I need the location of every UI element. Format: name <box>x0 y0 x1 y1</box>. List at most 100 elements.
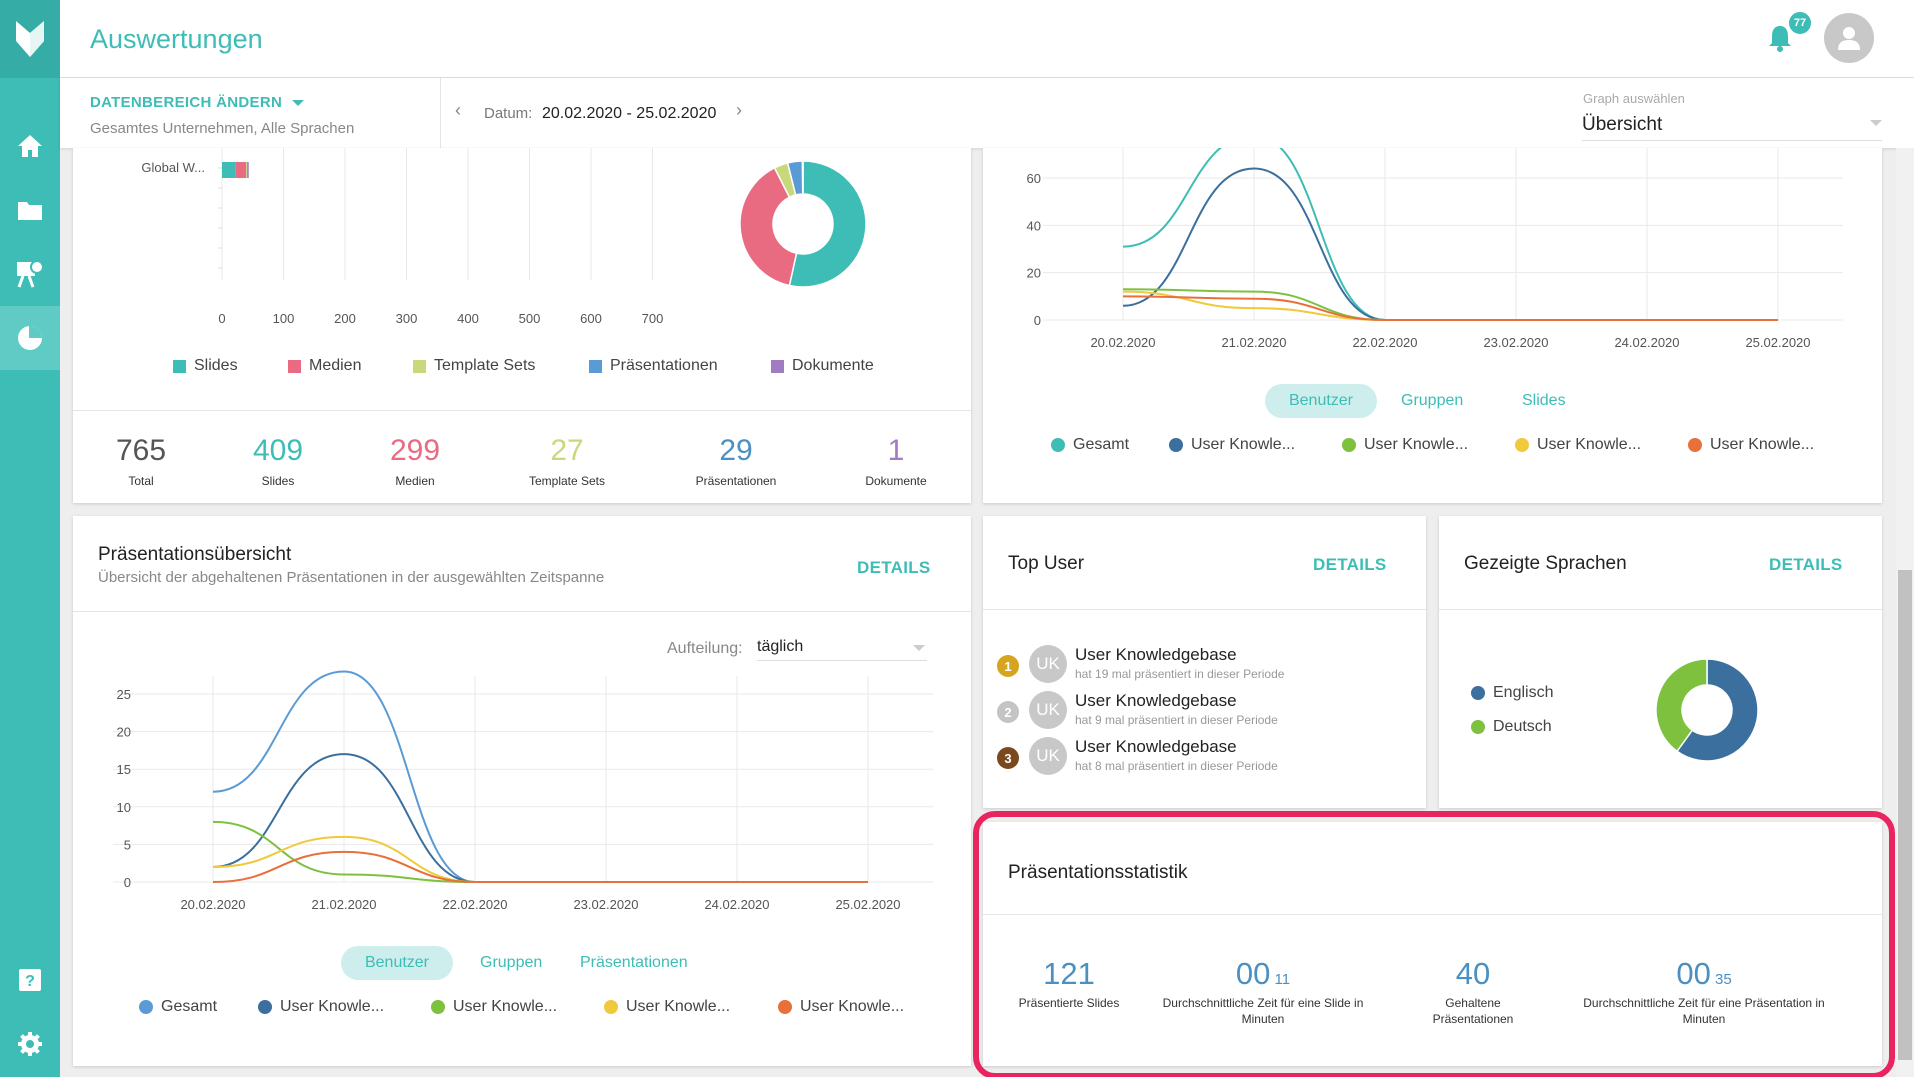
chevron-right-icon[interactable]: › <box>736 100 742 120</box>
details-link[interactable]: DETAILS <box>1313 555 1387 574</box>
legend-item[interactable]: User Knowle... <box>1342 436 1468 454</box>
stat-value-small-text: 11 <box>1274 971 1291 988</box>
legend-label: User Knowle... <box>1191 436 1296 453</box>
tab-benutzer[interactable]: Benutzer <box>1265 384 1377 418</box>
details-link[interactable]: DETAILS <box>857 558 931 577</box>
help-icon[interactable]: ? <box>0 948 60 1012</box>
analytics-pie-icon[interactable] <box>0 306 60 370</box>
stat-value: 765 <box>115 434 167 467</box>
legend-label: Präsentationen <box>610 357 718 374</box>
x-tick-label: 700 <box>642 311 664 326</box>
tab-slides[interactable]: Slides <box>1522 392 1566 409</box>
split-select[interactable]: täglich <box>757 638 927 661</box>
legend-swatch <box>413 359 426 373</box>
legend-item[interactable]: Dokumente <box>771 357 874 375</box>
donut-slice <box>788 160 867 288</box>
x-tick-label: 23.02.2020 <box>1483 335 1548 350</box>
user-sub: hat 19 mal präsentiert in dieser Periode <box>1075 667 1285 681</box>
range-description: Gesamtes Unternehmen, Alle Sprachen <box>90 120 355 137</box>
legend-item[interactable]: Präsentationen <box>589 357 718 375</box>
user-row[interactable]: 2 UK User Knowledgebase hat 9 mal präsentie… <box>997 689 1337 733</box>
usage-card: 60 40 20 0 20.02.2020 21.02.2020 22.02.2020 23.… <box>983 148 1882 503</box>
presentation-stats-card: Präsentationsstatistik 121 Präsentierte S… <box>983 822 1882 1066</box>
presentation-icon[interactable] <box>0 242 60 306</box>
legend-label: Gesamt <box>161 998 218 1015</box>
page-title: Auswertungen <box>90 24 263 54</box>
tab-gruppen[interactable]: Gruppen <box>1401 392 1464 409</box>
x-tick-label: 100 <box>273 311 295 326</box>
legend-item[interactable]: Gesamt <box>139 998 217 1016</box>
legend-item[interactable]: User Knowle... <box>1169 436 1295 454</box>
legend-dot <box>139 1000 153 1014</box>
highlight-frame <box>973 811 1895 1077</box>
legend-item[interactable]: User Knowle... <box>431 998 557 1016</box>
folder-icon[interactable] <box>0 178 60 242</box>
legend-item[interactable]: Slides <box>173 357 238 375</box>
divider <box>1439 609 1882 610</box>
legend-item[interactable]: User Knowle... <box>1688 436 1814 454</box>
stat-label: Template Sets <box>528 474 606 488</box>
legend-swatch <box>771 359 784 373</box>
series-line <box>1122 290 1778 321</box>
notification-count-badge: 77 <box>1787 10 1813 36</box>
settings-gear-icon[interactable] <box>0 1012 60 1076</box>
card-title: Gezeigte Sprachen <box>1464 553 1627 574</box>
user-avatar[interactable] <box>1824 13 1874 63</box>
chevron-left-icon[interactable]: ‹ <box>455 100 461 120</box>
legend-label: User Knowle... <box>1537 436 1642 453</box>
legend-label: User Knowle... <box>1364 436 1469 453</box>
legend-label: Slides <box>194 357 238 374</box>
stat-value-main: 00 <box>1235 956 1271 991</box>
y-tick-label: 25 <box>117 687 131 702</box>
bar-segment <box>235 162 246 178</box>
legend-item[interactable]: User Knowle... <box>258 998 384 1016</box>
divider <box>983 914 1882 915</box>
legend-label: User Knowle... <box>626 998 731 1015</box>
legend-swatch <box>589 359 602 373</box>
change-range-button[interactable]: DATENBEREICH ÄNDERN <box>90 94 305 111</box>
stat-value-small-text: 35 <box>1714 971 1732 988</box>
tab-benutzer[interactable]: Benutzer <box>341 946 453 980</box>
graph-select[interactable]: Übersicht <box>1582 114 1882 141</box>
legend-dot <box>604 1000 618 1014</box>
legend-item[interactable]: Gesamt <box>1051 436 1129 454</box>
x-tick-label: 20.02.2020 <box>180 897 245 912</box>
user-name: User Knowledgebase <box>1075 691 1237 710</box>
rank-badge: 2 <box>997 701 1019 723</box>
user-avatar: UK <box>1029 645 1067 683</box>
home-icon[interactable] <box>0 114 60 178</box>
legend-item[interactable]: User Knowle... <box>778 998 904 1016</box>
sidebar: ? <box>0 0 60 1077</box>
series-line <box>212 820 868 883</box>
legend-item[interactable]: Medien <box>288 357 361 375</box>
user-row[interactable]: 3 UK User Knowledgebase hat 8 mal präsentie… <box>997 735 1337 779</box>
legend-item[interactable]: User Knowle... <box>1515 436 1641 454</box>
stat-label: Dokumente <box>865 474 927 488</box>
bar-category-label: Global W... <box>141 160 205 175</box>
scrollbar-thumb[interactable] <box>1898 570 1912 1060</box>
graph-select-label: Graph auswählen <box>1583 91 1685 106</box>
fox-logo-icon[interactable] <box>0 0 60 78</box>
presentation-line-chart: 25 20 15 10 5 0 20.02.2020 21.02.2020 22.02.2020… <box>113 670 933 912</box>
user-avatar: UK <box>1029 737 1067 775</box>
stat-value-main: 121 <box>1043 956 1095 991</box>
divider <box>440 78 441 148</box>
stat-value-main: 00 <box>1676 956 1711 991</box>
legend-item[interactable]: Englisch <box>1471 684 1553 702</box>
legend-item[interactable]: Deutsch <box>1471 718 1552 736</box>
change-range-label: DATENBEREICH ÄNDERN <box>90 94 283 111</box>
details-link[interactable]: DETAILS <box>1769 555 1843 574</box>
svg-text:?: ? <box>25 973 35 990</box>
usage-line-chart: 60 40 20 0 20.02.2020 21.02.2020 22.02.2020 23.… <box>1027 148 1843 350</box>
tab-präsentationen[interactable]: Präsentationen <box>580 954 688 971</box>
notification-bell-icon[interactable] <box>1768 24 1792 57</box>
legend-item[interactable]: Template Sets <box>413 357 535 375</box>
x-tick-label: 24.02.2020 <box>1614 335 1679 350</box>
x-tick-label: 25.02.2020 <box>835 897 900 912</box>
card-title: Präsentationsübersicht <box>98 544 292 565</box>
stat-value-small: 35 <box>1711 971 1732 988</box>
user-row[interactable]: 1 UK User Knowledgebase hat 19 mal präsenti… <box>997 643 1337 687</box>
stat-label: Medien <box>395 474 435 488</box>
legend-item[interactable]: User Knowle... <box>604 998 730 1016</box>
tab-gruppen[interactable]: Gruppen <box>480 954 543 971</box>
